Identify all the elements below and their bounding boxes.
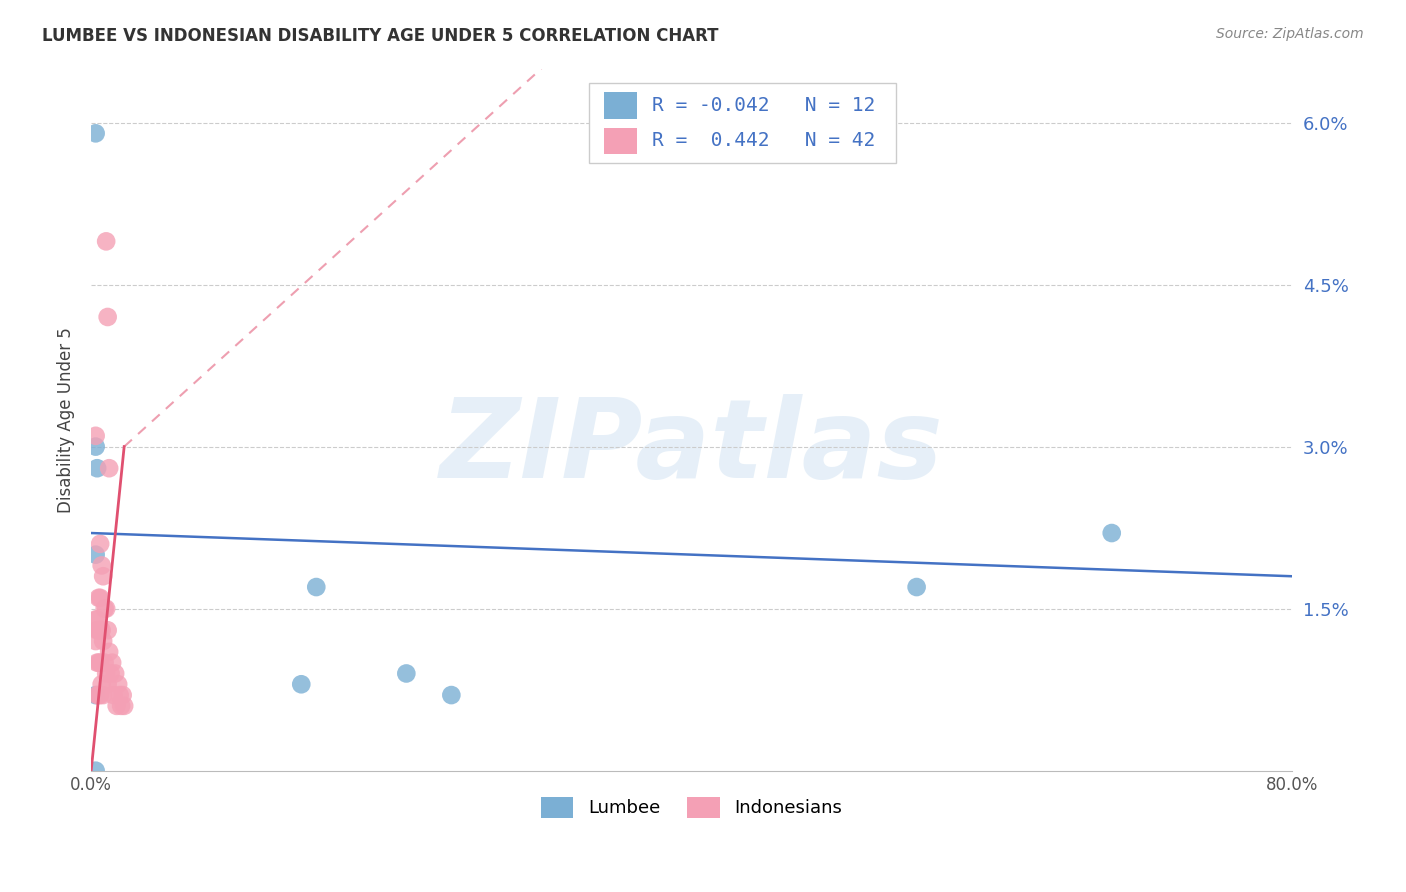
Legend: Lumbee, Indonesians: Lumbee, Indonesians xyxy=(534,789,849,825)
Point xyxy=(91,634,114,648)
Point xyxy=(87,591,110,605)
Point xyxy=(101,656,124,670)
Point xyxy=(84,764,107,778)
Point xyxy=(91,569,114,583)
Point xyxy=(110,698,132,713)
Point xyxy=(98,645,121,659)
Point xyxy=(89,656,111,670)
Point xyxy=(112,698,135,713)
Point xyxy=(86,624,108,638)
Point xyxy=(96,235,118,249)
Point xyxy=(96,666,118,681)
Point xyxy=(89,591,111,605)
FancyBboxPatch shape xyxy=(603,128,637,154)
Text: R = -0.042   N = 12: R = -0.042 N = 12 xyxy=(652,96,875,115)
Point xyxy=(84,548,107,562)
Point xyxy=(84,429,107,443)
Point xyxy=(89,624,111,638)
Point xyxy=(96,601,118,615)
FancyBboxPatch shape xyxy=(589,83,896,163)
Point xyxy=(90,558,112,573)
Point xyxy=(105,698,128,713)
Text: R =  0.442   N = 42: R = 0.442 N = 42 xyxy=(652,131,875,151)
Point xyxy=(104,666,127,681)
Point xyxy=(395,666,418,681)
Point xyxy=(1101,526,1123,541)
Point xyxy=(905,580,928,594)
Point xyxy=(97,310,120,324)
FancyBboxPatch shape xyxy=(603,93,637,119)
Point xyxy=(97,677,120,691)
Point xyxy=(86,656,108,670)
Point xyxy=(90,624,112,638)
Point xyxy=(84,688,107,702)
Point xyxy=(89,688,111,702)
Point xyxy=(89,537,111,551)
Point xyxy=(84,440,107,454)
Point xyxy=(86,612,108,626)
Text: Source: ZipAtlas.com: Source: ZipAtlas.com xyxy=(1216,27,1364,41)
Point xyxy=(93,656,115,670)
Y-axis label: Disability Age Under 5: Disability Age Under 5 xyxy=(58,326,75,513)
Point xyxy=(97,624,120,638)
Point xyxy=(440,688,463,702)
Point xyxy=(103,688,125,702)
Point xyxy=(84,126,107,140)
Point xyxy=(91,688,114,702)
Point xyxy=(100,666,122,681)
Point xyxy=(87,656,110,670)
Point xyxy=(111,688,134,702)
Point xyxy=(84,612,107,626)
Point xyxy=(93,601,115,615)
Point xyxy=(90,677,112,691)
Point xyxy=(87,624,110,638)
Text: ZIPatlas: ZIPatlas xyxy=(440,394,943,501)
Point xyxy=(108,688,131,702)
Point xyxy=(290,677,312,691)
Point xyxy=(84,634,107,648)
Point xyxy=(86,461,108,475)
Point xyxy=(86,688,108,702)
Point xyxy=(87,688,110,702)
Text: LUMBEE VS INDONESIAN DISABILITY AGE UNDER 5 CORRELATION CHART: LUMBEE VS INDONESIAN DISABILITY AGE UNDE… xyxy=(42,27,718,45)
Point xyxy=(98,461,121,475)
Point xyxy=(305,580,328,594)
Point xyxy=(107,677,129,691)
